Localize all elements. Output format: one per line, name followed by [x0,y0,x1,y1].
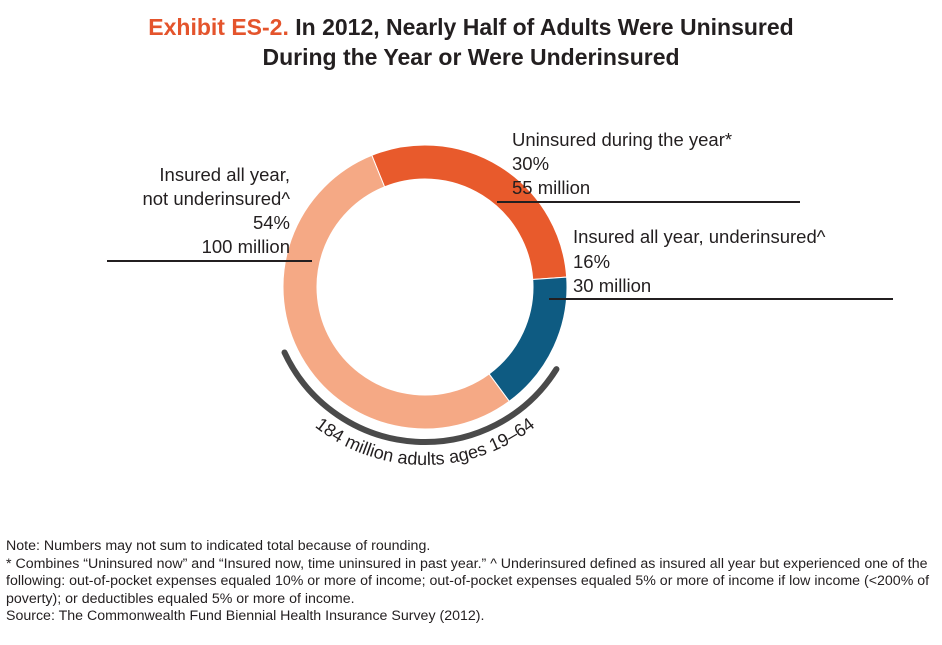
title-text-1: In 2012, Nearly Half of Adults Were Unin… [295,14,794,40]
donut-slices [282,144,568,430]
slice-label-percent: 30% [512,153,549,174]
label-uninsured: Uninsured during the year* 30% 55 millio… [497,129,800,203]
slice-label-count: 100 million [202,236,290,257]
slice-label-count: 55 million [512,177,590,198]
donut-chart: 184 million adults ages 19–64 Uninsured … [107,129,893,469]
total-bracket-arc [281,349,560,445]
slice-label-name: Insured all year, underinsured^ [573,226,826,247]
chart-title: Exhibit ES-2. In 2012, Nearly Half of Ad… [0,12,942,72]
slice-label-name: Uninsured during the year* [512,129,732,150]
slice-insured [282,154,510,430]
label-underinsured: Insured all year, underinsured^ 16% 30 m… [549,226,893,300]
note-source: Source: The Commonwealth Fund Biennial H… [6,608,485,624]
slice-label-count: 30 million [573,275,651,296]
label-insured: Insured all year, not underinsured^ 54% … [107,164,312,262]
title-line-2: During the Year or Were Underinsured [262,44,680,70]
exhibit-label: Exhibit ES-2. [148,14,289,40]
slice-label-percent: 54% [253,212,290,233]
slice-label-name-2: not underinsured^ [142,188,290,209]
slice-label-name-1: Insured all year, [159,164,290,185]
note-rounding: Note: Numbers may not sum to indicated t… [6,538,431,554]
slice-label-percent: 16% [573,251,610,272]
note-definitions: * Combines “Uninsured now” and “Insured … [6,555,930,607]
slice-underinsured [488,276,568,402]
footnotes: Note: Numbers may not sum to indicated t… [6,538,938,626]
title-line-1: Exhibit ES-2. In 2012, Nearly Half of Ad… [0,12,942,42]
